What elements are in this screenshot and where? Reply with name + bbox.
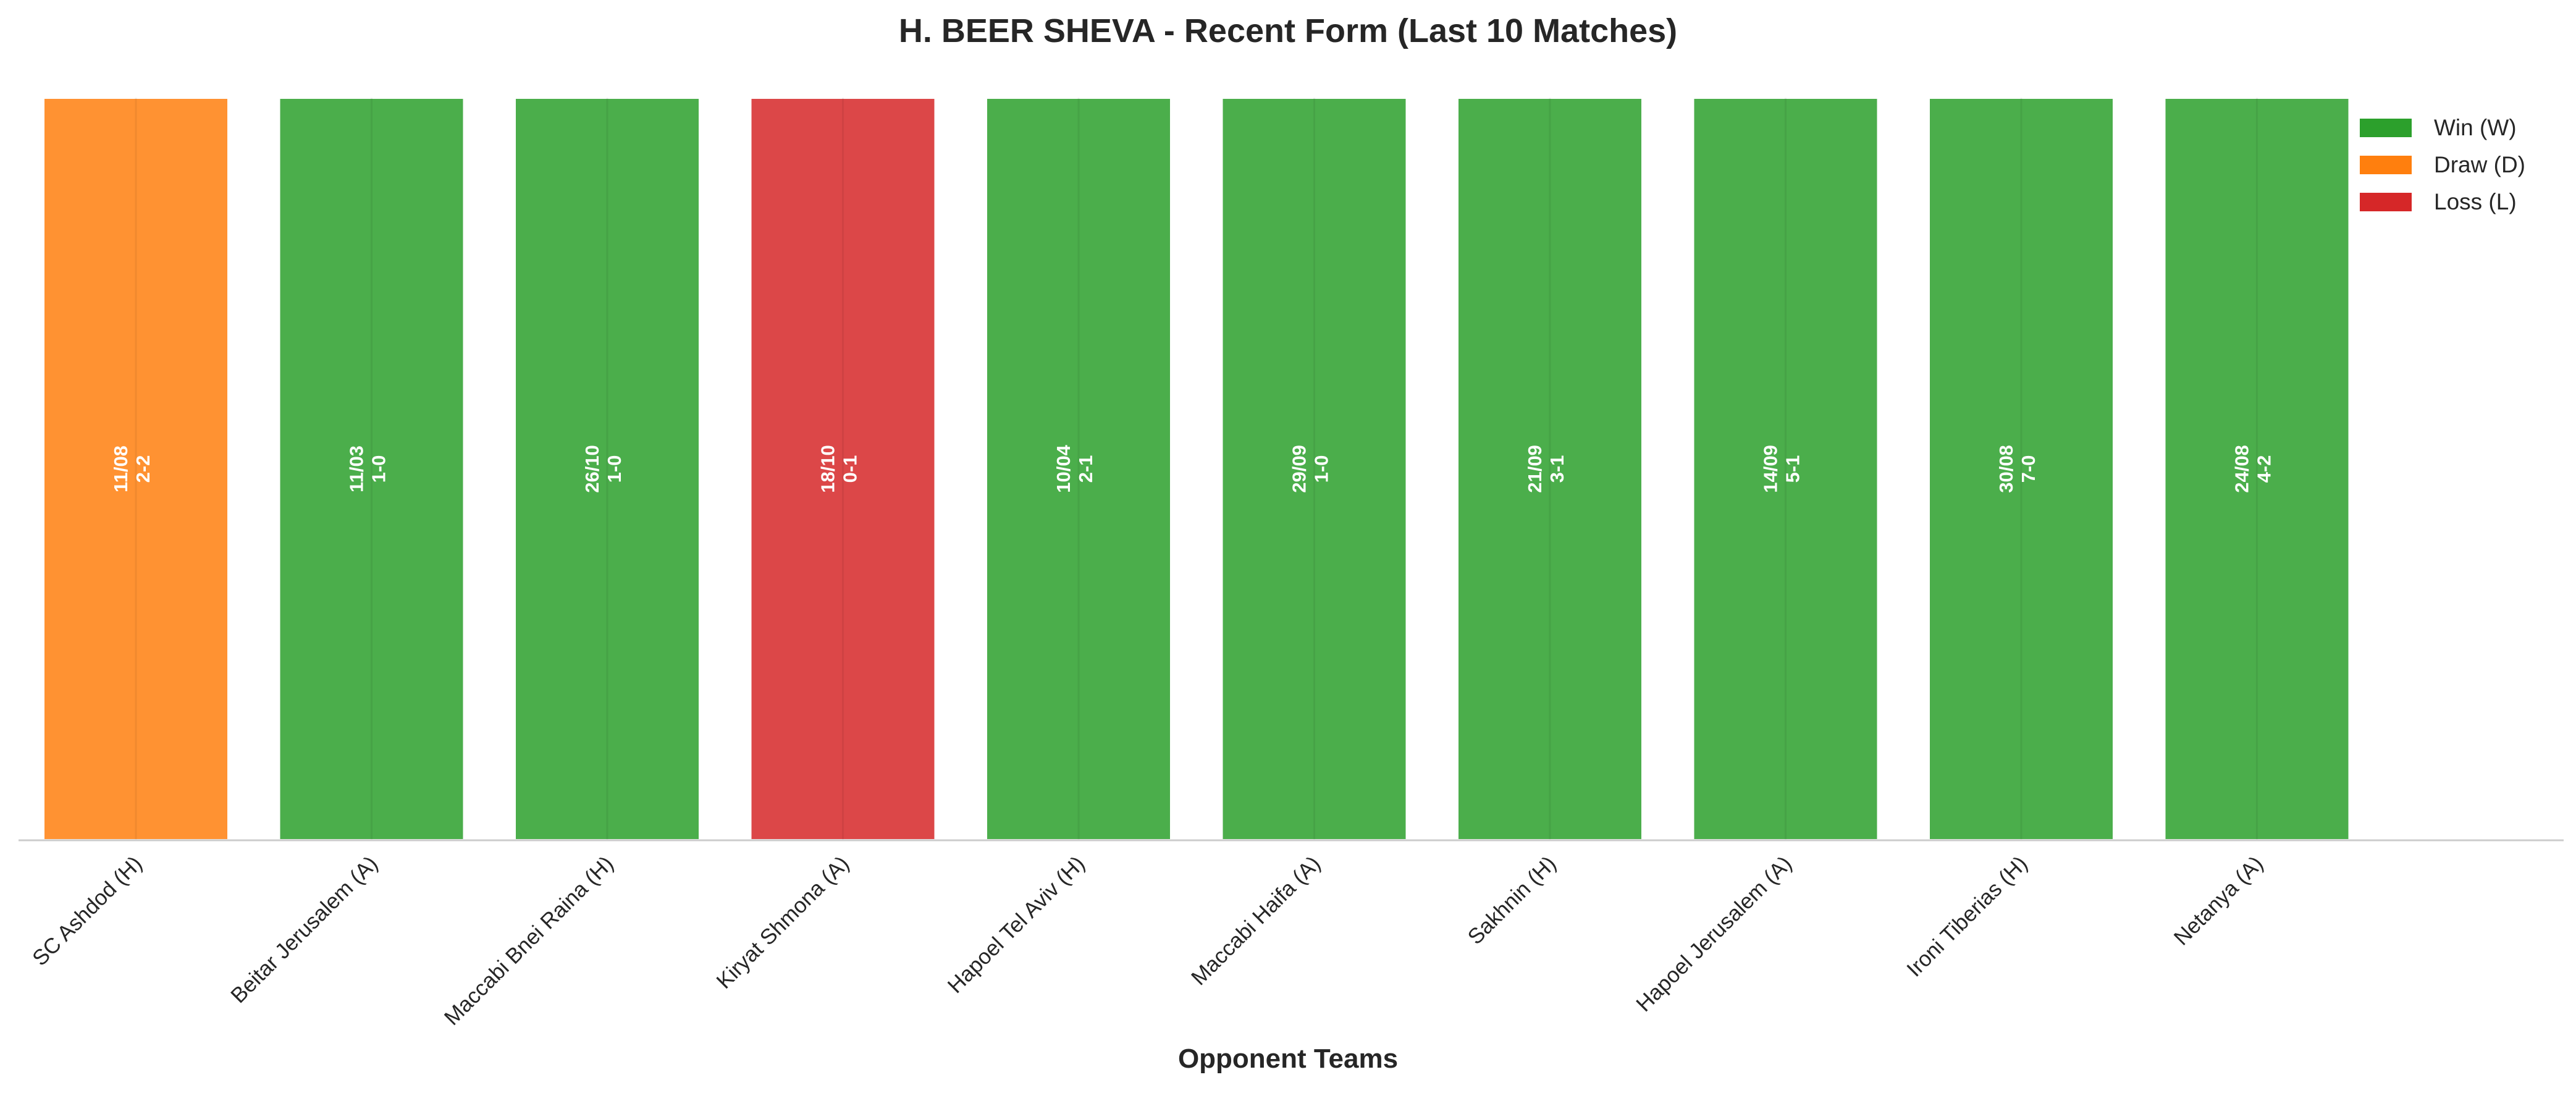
bar-5 bbox=[985, 96, 1172, 842]
bar-score-label-1: 2-2 bbox=[132, 455, 154, 483]
x-tick-labels-group: SC Ashdod (H) Beitar Jerusalem (A) Maccabi… bbox=[28, 851, 2268, 1030]
legend-label-d: Draw (D) bbox=[2434, 152, 2525, 177]
legend: Win (W) Draw (D) Loss (L) bbox=[2360, 115, 2525, 214]
bar-date-label-1: 11/08 bbox=[110, 445, 132, 492]
bar-1 bbox=[42, 96, 230, 842]
x-axis-title: Opponent Teams bbox=[1178, 1044, 1398, 1074]
bar-8 bbox=[1691, 96, 1880, 842]
x-tick-label-3: Maccabi Bnei Raina (H) bbox=[440, 851, 618, 1030]
x-tick-label-10: Netanya (A) bbox=[2170, 851, 2268, 950]
legend-swatch-l bbox=[2360, 193, 2412, 211]
bar-score-label-2: 1-0 bbox=[368, 455, 390, 483]
bar-labels-group: 11/08 2-2 11/03 1-0 26/10 1-0 18/10 0-1 10/04 2-1… bbox=[110, 444, 2275, 492]
bar-date-label-3: 26/10 bbox=[581, 445, 603, 493]
legend-swatch-w bbox=[2360, 119, 2412, 137]
bar-score-label-10: 4-2 bbox=[2254, 455, 2275, 483]
bar-2 bbox=[277, 96, 466, 842]
x-tick-label-2: Beitar Jerusalem (A) bbox=[226, 851, 382, 1008]
x-tick-label-6: Maccabi Haifa (A) bbox=[1187, 851, 1325, 990]
bar-date-label-4: 18/10 bbox=[817, 445, 839, 493]
bar-score-label-5: 2-1 bbox=[1075, 455, 1096, 483]
bar-score-label-9: 7-0 bbox=[2018, 455, 2039, 483]
legend-label-l: Loss (L) bbox=[2434, 189, 2517, 214]
bar-score-label-8: 5-1 bbox=[1782, 455, 1804, 483]
bar-date-label-2: 11/03 bbox=[346, 445, 368, 492]
bar-3 bbox=[513, 96, 701, 842]
x-tick-label-8: Hapoel Jerusalem (A) bbox=[1631, 851, 1796, 1016]
x-tick-label-9: Ironi Tiberias (H) bbox=[1902, 851, 2032, 981]
bar-date-label-6: 29/09 bbox=[1289, 445, 1310, 493]
bar-date-label-9: 30/08 bbox=[1995, 445, 2017, 493]
legend-swatch-d bbox=[2360, 156, 2412, 174]
legend-label-w: Win (W) bbox=[2434, 115, 2517, 140]
bar-date-label-8: 14/09 bbox=[1760, 445, 1782, 493]
bar-score-label-4: 0-1 bbox=[840, 455, 861, 483]
x-tick-label-1: SC Ashdod (H) bbox=[28, 851, 147, 971]
x-tick-label-4: Kiryat Shmona (A) bbox=[712, 851, 854, 994]
x-tick-label-5: Hapoel Tel Aviv (H) bbox=[943, 851, 1090, 998]
chart-title: H. BEER SHEVA - Recent Form (Last 10 Mat… bbox=[899, 12, 1677, 49]
bar-6 bbox=[1220, 96, 1408, 842]
bars-group bbox=[42, 96, 2351, 842]
bar-7 bbox=[1456, 96, 1644, 842]
bar-4 bbox=[749, 96, 937, 842]
bar-score-label-3: 1-0 bbox=[604, 455, 625, 483]
bar-date-label-7: 21/09 bbox=[1524, 445, 1546, 493]
x-tick-label-7: Sakhnin (H) bbox=[1463, 851, 1560, 949]
bar-date-label-5: 10/04 bbox=[1053, 444, 1074, 492]
bar-10 bbox=[2163, 96, 2351, 842]
bar-score-label-6: 1-0 bbox=[1311, 455, 1332, 483]
bar-score-label-7: 3-1 bbox=[1546, 455, 1568, 483]
bar-date-label-10: 24/08 bbox=[2231, 445, 2253, 493]
